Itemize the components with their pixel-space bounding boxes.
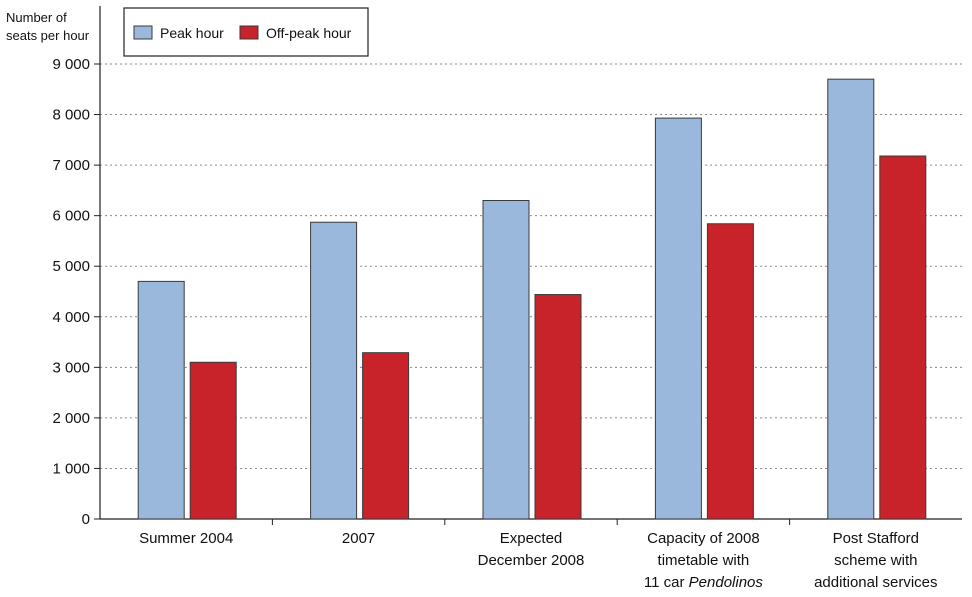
x-category-label-part: Pendolinos bbox=[689, 574, 764, 591]
x-category-label: timetable with bbox=[658, 552, 750, 569]
y-tick-label: 0 bbox=[82, 511, 90, 528]
x-category-label-part: scheme with bbox=[834, 552, 917, 569]
bar-offpeak bbox=[189, 361, 237, 520]
y-tick-label: 3 000 bbox=[52, 359, 90, 376]
legend-label: Off-peak hour bbox=[266, 25, 352, 41]
x-category-label: Capacity of 2008 bbox=[647, 530, 760, 547]
y-tick-label: 9 000 bbox=[52, 56, 90, 73]
bar-peak bbox=[827, 78, 875, 520]
y-tick-label: 2 000 bbox=[52, 410, 90, 427]
x-category-label: Summer 2004 bbox=[139, 530, 233, 547]
bar-peak bbox=[482, 200, 530, 520]
y-tick-label: 7 000 bbox=[52, 157, 90, 174]
y-tick-label: 5 000 bbox=[52, 258, 90, 275]
bar-offpeak bbox=[879, 155, 927, 520]
legend-swatch bbox=[239, 25, 259, 40]
x-category-label-part: additional services bbox=[814, 574, 937, 591]
legend-label: Peak hour bbox=[160, 25, 224, 41]
y-tick-label: 1 000 bbox=[52, 460, 90, 477]
y-tick-label: 6 000 bbox=[52, 208, 90, 225]
x-category-label: Post Stafford bbox=[833, 530, 919, 547]
x-category-label: 11 car Pendolinos bbox=[644, 574, 763, 591]
legend-swatch bbox=[133, 25, 153, 40]
y-tick-label: 4 000 bbox=[52, 309, 90, 326]
y-axis-title-line: Number of bbox=[6, 10, 67, 25]
bar-offpeak bbox=[534, 294, 582, 520]
x-category-label-part: Expected bbox=[500, 530, 563, 547]
x-category-label: December 2008 bbox=[478, 552, 585, 569]
x-category-label-part: December 2008 bbox=[478, 552, 585, 569]
bar-peak bbox=[137, 280, 185, 520]
bar-offpeak bbox=[706, 223, 754, 520]
y-tick-label: 8 000 bbox=[52, 107, 90, 124]
x-category-label-part: Summer 2004 bbox=[139, 530, 233, 547]
x-category-label-part: Capacity of 2008 bbox=[647, 530, 760, 547]
bar-offpeak bbox=[362, 352, 410, 520]
x-category-label-part: timetable with bbox=[658, 552, 750, 569]
x-category-label-part: Post Stafford bbox=[833, 530, 919, 547]
x-category-label: 2007 bbox=[342, 530, 375, 547]
x-category-label: Expected bbox=[500, 530, 563, 547]
bar-peak bbox=[654, 117, 702, 520]
y-axis-title-line: seats per hour bbox=[6, 28, 90, 43]
x-category-label: scheme with bbox=[834, 552, 917, 569]
x-category-label-part: 11 car bbox=[644, 574, 689, 591]
bar-peak bbox=[310, 221, 358, 520]
x-category-label: additional services bbox=[814, 574, 937, 591]
x-category-label-part: 2007 bbox=[342, 530, 375, 547]
